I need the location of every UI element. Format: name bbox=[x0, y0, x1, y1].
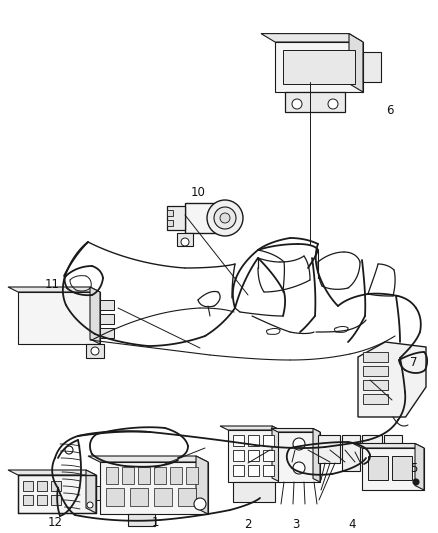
Circle shape bbox=[181, 238, 189, 246]
Circle shape bbox=[292, 99, 302, 109]
Circle shape bbox=[328, 99, 338, 109]
Polygon shape bbox=[349, 34, 363, 92]
Text: 10: 10 bbox=[191, 185, 205, 198]
Polygon shape bbox=[167, 206, 185, 230]
Polygon shape bbox=[263, 450, 274, 461]
Polygon shape bbox=[248, 450, 259, 461]
Polygon shape bbox=[233, 435, 244, 446]
Polygon shape bbox=[100, 300, 114, 310]
Polygon shape bbox=[363, 380, 388, 390]
Circle shape bbox=[220, 213, 230, 223]
Polygon shape bbox=[263, 435, 274, 446]
Polygon shape bbox=[363, 394, 388, 404]
Polygon shape bbox=[178, 488, 196, 506]
Polygon shape bbox=[248, 465, 259, 476]
Polygon shape bbox=[37, 481, 47, 491]
Polygon shape bbox=[138, 467, 150, 484]
Polygon shape bbox=[362, 435, 382, 463]
Polygon shape bbox=[154, 467, 166, 484]
Polygon shape bbox=[154, 488, 172, 506]
Polygon shape bbox=[167, 220, 173, 226]
Polygon shape bbox=[170, 467, 182, 484]
Polygon shape bbox=[342, 435, 360, 471]
Circle shape bbox=[87, 502, 93, 508]
Polygon shape bbox=[196, 456, 208, 514]
Text: 1: 1 bbox=[151, 515, 159, 529]
Polygon shape bbox=[233, 482, 275, 502]
Polygon shape bbox=[363, 366, 388, 376]
Polygon shape bbox=[275, 42, 363, 92]
Circle shape bbox=[214, 207, 236, 229]
Polygon shape bbox=[368, 456, 388, 480]
Polygon shape bbox=[51, 481, 61, 491]
Polygon shape bbox=[106, 488, 124, 506]
Polygon shape bbox=[51, 495, 61, 505]
Text: 3: 3 bbox=[292, 518, 300, 530]
Text: 5: 5 bbox=[410, 462, 418, 474]
Polygon shape bbox=[278, 432, 320, 482]
Polygon shape bbox=[130, 488, 148, 506]
Polygon shape bbox=[363, 52, 381, 82]
Text: 11: 11 bbox=[45, 278, 60, 290]
Circle shape bbox=[194, 498, 206, 510]
Circle shape bbox=[65, 446, 73, 454]
Circle shape bbox=[293, 438, 305, 450]
Polygon shape bbox=[261, 34, 363, 42]
Polygon shape bbox=[86, 344, 104, 358]
Polygon shape bbox=[86, 470, 96, 513]
Polygon shape bbox=[220, 426, 280, 430]
Text: 12: 12 bbox=[47, 515, 63, 529]
Polygon shape bbox=[392, 456, 412, 480]
Polygon shape bbox=[100, 314, 114, 324]
Circle shape bbox=[413, 479, 419, 485]
Polygon shape bbox=[167, 210, 173, 216]
Polygon shape bbox=[96, 487, 108, 500]
Polygon shape bbox=[313, 429, 320, 482]
Polygon shape bbox=[18, 292, 100, 344]
Polygon shape bbox=[106, 467, 118, 484]
Polygon shape bbox=[90, 287, 100, 344]
Polygon shape bbox=[37, 495, 47, 505]
Polygon shape bbox=[272, 426, 280, 482]
Polygon shape bbox=[263, 465, 274, 476]
Polygon shape bbox=[353, 443, 424, 448]
Polygon shape bbox=[185, 203, 225, 233]
Polygon shape bbox=[233, 450, 244, 461]
Polygon shape bbox=[100, 462, 208, 514]
Text: 6: 6 bbox=[386, 103, 394, 117]
Polygon shape bbox=[318, 435, 340, 463]
Polygon shape bbox=[233, 465, 244, 476]
Text: 7: 7 bbox=[410, 356, 418, 368]
Polygon shape bbox=[23, 481, 33, 491]
Polygon shape bbox=[248, 435, 259, 446]
Circle shape bbox=[91, 347, 99, 355]
Polygon shape bbox=[177, 233, 193, 246]
Polygon shape bbox=[358, 342, 426, 417]
Polygon shape bbox=[363, 352, 388, 362]
Polygon shape bbox=[415, 443, 424, 490]
Text: 2: 2 bbox=[244, 518, 252, 530]
Polygon shape bbox=[186, 467, 198, 484]
Circle shape bbox=[207, 200, 243, 236]
Polygon shape bbox=[8, 287, 100, 292]
Circle shape bbox=[293, 462, 305, 474]
Text: 4: 4 bbox=[348, 519, 356, 531]
Polygon shape bbox=[100, 328, 114, 338]
Polygon shape bbox=[271, 429, 320, 432]
Polygon shape bbox=[128, 514, 155, 526]
Polygon shape bbox=[283, 50, 355, 84]
Polygon shape bbox=[122, 467, 134, 484]
Polygon shape bbox=[228, 430, 280, 482]
Polygon shape bbox=[384, 435, 402, 471]
Polygon shape bbox=[8, 470, 96, 475]
Polygon shape bbox=[285, 92, 345, 112]
Polygon shape bbox=[88, 456, 208, 462]
Polygon shape bbox=[23, 495, 33, 505]
Polygon shape bbox=[18, 475, 96, 513]
Polygon shape bbox=[362, 448, 424, 490]
